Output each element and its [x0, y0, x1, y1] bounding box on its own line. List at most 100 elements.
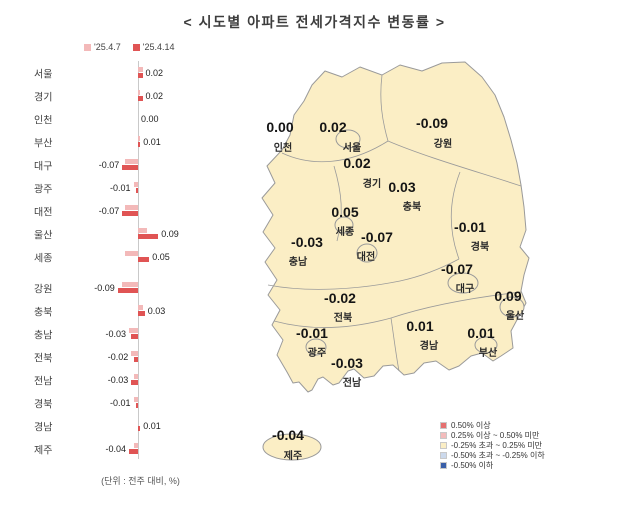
bar-value-label: 0.01 [143, 136, 161, 147]
bar-chart-legend: '25.4.7 '25.4.14 [84, 42, 175, 52]
bar-value-label: -0.07 [98, 205, 120, 216]
map-region-name-전남: 전남 [342, 378, 362, 389]
map-region-name-대전: 대전 [356, 252, 376, 263]
map-value-경기: 0.02 [343, 155, 371, 171]
map-region-seoul [335, 129, 361, 149]
map-region-name-광주: 광주 [307, 348, 327, 359]
map-mainland-outline [261, 61, 530, 393]
bar-row-label: 경북 [34, 399, 53, 410]
map-border-gyeonggi-south [281, 140, 389, 163]
bar-row-충남: 충남 -0.03 [30, 322, 220, 345]
bar-value-label: -0.03 [107, 374, 129, 385]
bar-'25.4.14 [131, 380, 138, 385]
map-legend: 0.50% 이상 0.25% 이상 ~ 0.50% 미만 -0.25% 초과 ~ 0… [440, 420, 545, 470]
map-region-name-충북: 충북 [402, 202, 422, 213]
map-value-경남: 0.01 [406, 318, 434, 334]
bar-'25.4.7 [133, 397, 138, 402]
map-region-name-경북: 경북 [470, 242, 490, 253]
bar-row-세종: 세종 0.05 [30, 245, 220, 268]
bar-'25.4.7 [138, 228, 147, 233]
map-value-경북: -0.01 [454, 219, 486, 235]
map-legend-label: -0.50% 초과 ~ -0.25% 이하 [451, 450, 545, 460]
bar-value-label: 0.02 [145, 90, 164, 101]
bar-row-인천: 인천 0.00 [30, 107, 220, 130]
bar-'25.4.7 [138, 90, 141, 95]
bar-'25.4.14 [133, 357, 138, 362]
map-value-전남: -0.03 [331, 355, 363, 371]
map-value-충남: -0.03 [291, 234, 323, 250]
map-value-부산: 0.01 [467, 325, 495, 341]
map-value-서울: 0.02 [319, 119, 347, 135]
map-region-sejong [334, 216, 354, 234]
map-region-name-경남: 경남 [419, 341, 439, 352]
map-legend-item: 0.50% 이상 [440, 420, 545, 430]
bar-row-광주: 광주 -0.01 [30, 176, 220, 199]
map-region-name-충남: 충남 [288, 257, 308, 268]
bar-'25.4.14 [138, 96, 143, 101]
map-value-광주: -0.01 [296, 325, 328, 341]
bar-row-전남: 전남 -0.03 [30, 368, 220, 391]
map-border-chungnam-chungbuk [333, 165, 342, 242]
bar-value-label: 0.03 [147, 305, 166, 316]
map-legend-swatch [440, 421, 447, 429]
bar-row-label: 제주 [34, 445, 53, 456]
bar-value-label: -0.03 [105, 328, 126, 339]
map-region-name-전북: 전북 [333, 313, 353, 324]
bar-row-label: 충북 [34, 307, 53, 318]
bar-value-label: -0.07 [98, 159, 120, 170]
map-border-gyeongbuk-gyeongnam [390, 291, 522, 319]
map-region-name-서울: 서울 [342, 143, 362, 154]
map-legend-item: -0.50% 이하 [440, 460, 545, 470]
bar-value-label: -0.01 [109, 182, 131, 193]
bar-row-label: 광주 [34, 184, 53, 195]
bar-value-label: -0.01 [109, 397, 131, 408]
map-value-세종: 0.05 [331, 204, 359, 220]
bar-row-label: 울산 [34, 230, 53, 241]
bar-row-label: 인천 [34, 115, 53, 126]
bar-row-경북: 경북 -0.01 [30, 391, 220, 414]
bar-row-부산: 부산 0.01 [30, 130, 220, 153]
bar-value-label: 0.02 [145, 67, 164, 78]
bar-row-label: 대전 [34, 207, 53, 218]
bar-row-label: 경남 [34, 422, 53, 433]
bar-'25.4.7 [131, 351, 138, 356]
map-value-울산: 0.09 [494, 288, 522, 304]
bar-'25.4.14 [129, 449, 138, 454]
bar-row-울산: 울산 0.09 [30, 222, 220, 245]
map-legend-swatch [440, 461, 447, 469]
bar-row-label: 전남 [34, 376, 53, 387]
map-region-daegu [447, 272, 479, 294]
map-value-충북: 0.03 [388, 179, 416, 195]
page-title: < 시도별 아파트 전세가격지수 변동률 > [183, 14, 446, 30]
map-border-gyeonggi-gangwon [380, 74, 389, 142]
bar-value-label: 0.09 [161, 228, 179, 239]
bar-value-label: -0.02 [107, 351, 129, 362]
legend-swatch [84, 43, 91, 51]
map-border-jeonbuk-south [273, 317, 392, 328]
bar-'25.4.7 [124, 251, 138, 256]
bar-row-label: 충남 [34, 330, 53, 341]
bar-row-label: 서울 [34, 69, 53, 80]
bar-'25.4.14 [122, 211, 138, 216]
map-value-강원: -0.09 [416, 115, 448, 131]
unit-note: (단위 : 전주 대비, %) [101, 476, 180, 486]
bar-value-label: 0.05 [152, 251, 170, 262]
map-legend-swatch [440, 451, 447, 459]
bar-'25.4.14 [131, 334, 138, 339]
bar-row-충북: 충북 0.03 [30, 299, 220, 322]
bar-'25.4.7 [138, 305, 143, 310]
map-region-name-세종: 세종 [335, 227, 355, 238]
legend-swatch [132, 43, 140, 51]
map-legend-label: 0.50% 이상 [451, 420, 491, 430]
bar-value-label: -0.04 [105, 443, 126, 454]
map-value-제주: -0.04 [272, 427, 304, 443]
legend-item-'25.4.14: '25.4.14 [132, 42, 175, 52]
bar-'25.4.14 [138, 426, 141, 431]
map-legend-label: -0.25% 초과 ~ 0.25% 미만 [451, 440, 543, 450]
map-region-name-울산: 울산 [505, 311, 525, 322]
legend-item-'25.4.7: '25.4.7 [84, 42, 121, 52]
bar-row-서울: 서울 0.02 [30, 61, 220, 84]
bar-row-label: 대구 [34, 161, 53, 172]
map-legend-item: -0.25% 초과 ~ 0.25% 미만 [440, 440, 545, 450]
